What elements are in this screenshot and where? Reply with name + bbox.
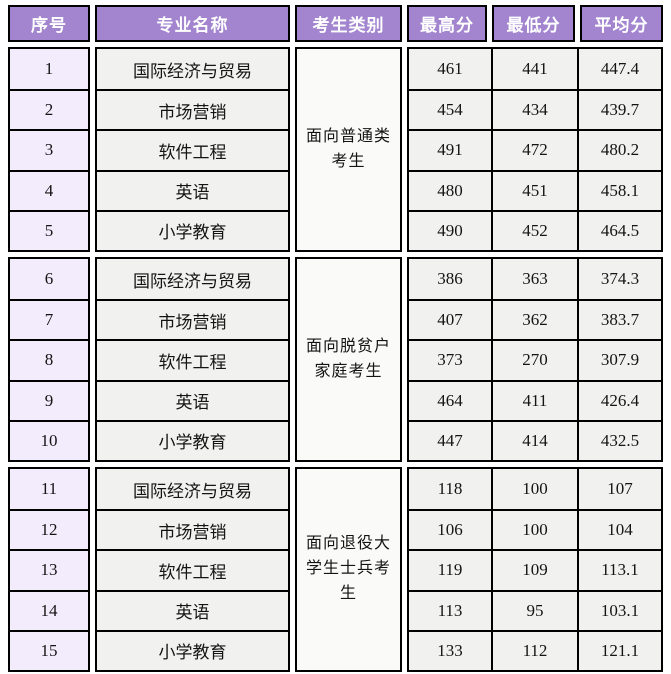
row-number-cell: 11 (10, 469, 88, 510)
max-score-cell: 373 (409, 339, 491, 380)
column-header-no: 序号 (8, 5, 90, 42)
category-cell: 面向普通类考生 (295, 47, 402, 252)
min-score-cell: 109 (491, 549, 577, 590)
row-number-cell: 3 (10, 129, 88, 170)
max-score-cell: 113 (409, 589, 491, 630)
column-header-category: 考生类别 (295, 5, 402, 42)
row-number-cell: 6 (10, 259, 88, 300)
row-number-cell: 7 (10, 299, 88, 340)
avg-score-cell: 464.5 (577, 209, 661, 250)
major-cell: 市场营销 (97, 89, 288, 130)
table-block-general: 1 2 3 4 5 国际经济与贸易 市场营销 软件工程 英语 小学教育 面向普通… (8, 47, 663, 252)
max-score-cell: 386 (409, 259, 491, 300)
major-column: 国际经济与贸易 市场营销 软件工程 英语 小学教育 (95, 257, 290, 462)
avg-score-cell: 426.4 (577, 379, 661, 420)
avg-score-cell: 432.5 (577, 419, 661, 460)
column-header-avg: 平均分 (580, 5, 663, 42)
avg-score-cell: 458.1 (577, 169, 661, 210)
scores-grid: 118 100 107 106 100 104 119 109 113.1 11… (407, 467, 663, 672)
avg-score-cell: 121.1 (577, 629, 661, 670)
avg-score-cell: 107 (577, 469, 661, 510)
table-header-row: 序号 专业名称 考生类别 最高分 最低分 平均分 (8, 5, 663, 42)
row-number-cell: 13 (10, 549, 88, 590)
category-cell: 面向退役大学生士兵考生 (295, 467, 402, 672)
row-number-cell: 8 (10, 339, 88, 380)
min-score-cell: 362 (491, 299, 577, 340)
column-header-min: 最低分 (492, 5, 575, 42)
max-score-cell: 133 (409, 629, 491, 670)
index-column: 1 2 3 4 5 (8, 47, 90, 252)
column-header-max: 最高分 (407, 5, 487, 42)
min-score-cell: 411 (491, 379, 577, 420)
avg-score-cell: 447.4 (577, 49, 661, 90)
major-cell: 软件工程 (97, 549, 288, 590)
min-score-cell: 434 (491, 89, 577, 130)
row-number-cell: 4 (10, 169, 88, 210)
min-score-cell: 452 (491, 209, 577, 250)
min-score-cell: 451 (491, 169, 577, 210)
max-score-cell: 106 (409, 509, 491, 550)
min-score-cell: 472 (491, 129, 577, 170)
max-score-cell: 490 (409, 209, 491, 250)
max-score-cell: 447 (409, 419, 491, 460)
row-number-cell: 5 (10, 209, 88, 250)
row-number-cell: 2 (10, 89, 88, 130)
major-cell: 软件工程 (97, 129, 288, 170)
avg-score-cell: 104 (577, 509, 661, 550)
avg-score-cell: 307.9 (577, 339, 661, 380)
major-cell: 小学教育 (97, 629, 288, 670)
major-cell: 英语 (97, 379, 288, 420)
avg-score-cell: 113.1 (577, 549, 661, 590)
row-number-cell: 12 (10, 509, 88, 550)
major-cell: 小学教育 (97, 419, 288, 460)
major-cell: 软件工程 (97, 339, 288, 380)
max-score-cell: 119 (409, 549, 491, 590)
min-score-cell: 363 (491, 259, 577, 300)
avg-score-cell: 480.2 (577, 129, 661, 170)
min-score-cell: 414 (491, 419, 577, 460)
row-number-cell: 10 (10, 419, 88, 460)
scores-grid: 461 441 447.4 454 434 439.7 491 472 480.… (407, 47, 663, 252)
avg-score-cell: 439.7 (577, 89, 661, 130)
index-column: 6 7 8 9 10 (8, 257, 90, 462)
category-cell: 面向脱贫户家庭考生 (295, 257, 402, 462)
table-block-veteran: 11 12 13 14 15 国际经济与贸易 市场营销 软件工程 英语 小学教育… (8, 467, 663, 672)
max-score-cell: 464 (409, 379, 491, 420)
major-column: 国际经济与贸易 市场营销 软件工程 英语 小学教育 (95, 467, 290, 672)
major-cell: 国际经济与贸易 (97, 469, 288, 510)
avg-score-cell: 383.7 (577, 299, 661, 340)
index-column: 11 12 13 14 15 (8, 467, 90, 672)
min-score-cell: 441 (491, 49, 577, 90)
major-cell: 市场营销 (97, 509, 288, 550)
major-cell: 国际经济与贸易 (97, 49, 288, 90)
min-score-cell: 100 (491, 469, 577, 510)
max-score-cell: 118 (409, 469, 491, 510)
avg-score-cell: 103.1 (577, 589, 661, 630)
max-score-cell: 491 (409, 129, 491, 170)
row-number-cell: 1 (10, 49, 88, 90)
major-cell: 市场营销 (97, 299, 288, 340)
major-cell: 小学教育 (97, 209, 288, 250)
avg-score-cell: 374.3 (577, 259, 661, 300)
column-header-major: 专业名称 (95, 5, 290, 42)
max-score-cell: 480 (409, 169, 491, 210)
max-score-cell: 454 (409, 89, 491, 130)
scores-table: 序号 专业名称 考生类别 最高分 最低分 平均分 1 2 3 4 5 国际经济与… (8, 5, 663, 672)
table-block-poverty: 6 7 8 9 10 国际经济与贸易 市场营销 软件工程 英语 小学教育 面向脱… (8, 257, 663, 462)
row-number-cell: 14 (10, 589, 88, 630)
row-number-cell: 15 (10, 629, 88, 670)
major-cell: 英语 (97, 589, 288, 630)
major-column: 国际经济与贸易 市场营销 软件工程 英语 小学教育 (95, 47, 290, 252)
scores-grid: 386 363 374.3 407 362 383.7 373 270 307.… (407, 257, 663, 462)
min-score-cell: 100 (491, 509, 577, 550)
major-cell: 英语 (97, 169, 288, 210)
max-score-cell: 461 (409, 49, 491, 90)
major-cell: 国际经济与贸易 (97, 259, 288, 300)
max-score-cell: 407 (409, 299, 491, 340)
min-score-cell: 95 (491, 589, 577, 630)
row-number-cell: 9 (10, 379, 88, 420)
min-score-cell: 112 (491, 629, 577, 670)
min-score-cell: 270 (491, 339, 577, 380)
